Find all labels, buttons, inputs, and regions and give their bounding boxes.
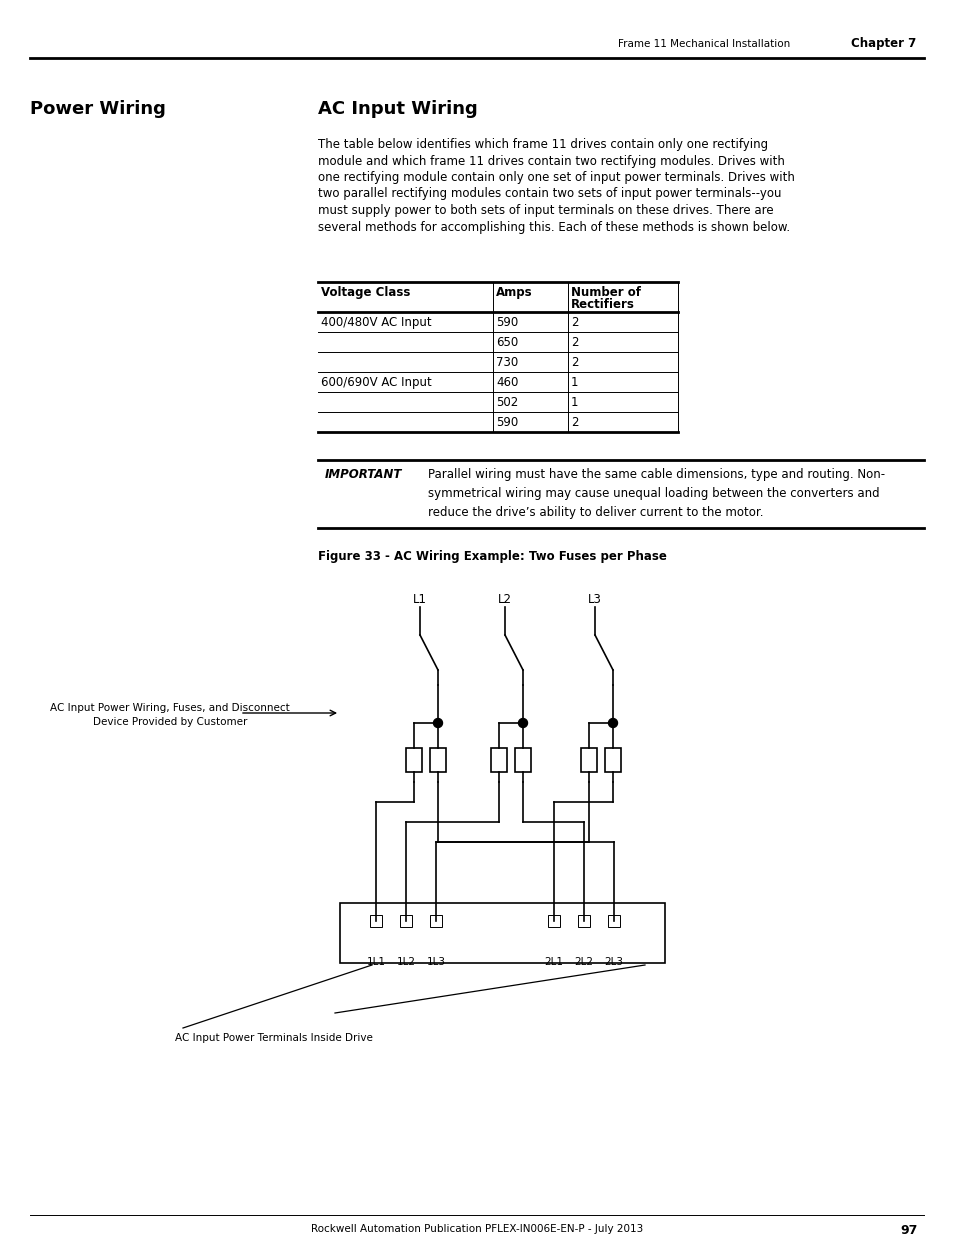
Text: L2: L2 [497, 593, 512, 606]
Bar [370, 915, 381, 927]
Text: Number of: Number of [571, 287, 640, 299]
Bar [399, 915, 412, 927]
Text: AC Input Power Terminals Inside Drive: AC Input Power Terminals Inside Drive [174, 1032, 373, 1044]
Text: 502: 502 [496, 396, 517, 409]
Bar [607, 915, 619, 927]
Text: 1L3: 1L3 [426, 957, 445, 967]
Bar [406, 748, 421, 772]
Text: Parallel wiring must have the same cable dimensions, type and routing. Non-: Parallel wiring must have the same cable… [428, 468, 884, 480]
Text: 2L2: 2L2 [574, 957, 593, 967]
Text: 2: 2 [571, 416, 578, 429]
Text: 590: 590 [496, 316, 517, 329]
Bar [547, 915, 559, 927]
Text: IMPORTANT: IMPORTANT [325, 468, 402, 480]
Bar [515, 748, 531, 772]
Text: Power Wiring: Power Wiring [30, 100, 166, 119]
Text: Amps: Amps [496, 287, 532, 299]
Text: 2: 2 [571, 356, 578, 369]
Text: The table below identifies which frame 11 drives contain only one rectifying: The table below identifies which frame 1… [317, 138, 767, 151]
Text: L3: L3 [587, 593, 601, 606]
Text: 2: 2 [571, 316, 578, 329]
Text: L1: L1 [413, 593, 427, 606]
Text: 650: 650 [496, 336, 517, 350]
Text: one rectifying module contain only one set of input power terminals. Drives with: one rectifying module contain only one s… [317, 170, 794, 184]
Text: 1L1: 1L1 [366, 957, 385, 967]
Text: 460: 460 [496, 375, 517, 389]
Text: Chapter 7: Chapter 7 [850, 37, 915, 51]
Text: 2: 2 [571, 336, 578, 350]
Text: 590: 590 [496, 416, 517, 429]
Text: several methods for accomplishing this. Each of these methods is shown below.: several methods for accomplishing this. … [317, 221, 789, 233]
Text: 1: 1 [571, 375, 578, 389]
Text: Frame 11 Mechanical Installation: Frame 11 Mechanical Installation [618, 40, 789, 49]
Text: Voltage Class: Voltage Class [320, 287, 410, 299]
Bar [578, 915, 589, 927]
Bar [604, 748, 620, 772]
Text: Rectifiers: Rectifiers [571, 298, 634, 311]
Text: 730: 730 [496, 356, 517, 369]
Text: 600/690V AC Input: 600/690V AC Input [320, 375, 432, 389]
Text: 2L3: 2L3 [604, 957, 623, 967]
Bar [430, 748, 446, 772]
Bar [580, 748, 597, 772]
Text: Figure 33 - AC Wiring Example: Two Fuses per Phase: Figure 33 - AC Wiring Example: Two Fuses… [317, 550, 666, 563]
Circle shape [608, 719, 617, 727]
Text: 400/480V AC Input: 400/480V AC Input [320, 316, 431, 329]
Text: AC Input Wiring: AC Input Wiring [317, 100, 477, 119]
Text: reduce the drive’s ability to deliver current to the motor.: reduce the drive’s ability to deliver cu… [428, 506, 762, 519]
Text: module and which frame 11 drives contain two rectifying modules. Drives with: module and which frame 11 drives contain… [317, 154, 784, 168]
Text: 2L1: 2L1 [544, 957, 563, 967]
Circle shape [518, 719, 527, 727]
Bar [491, 748, 506, 772]
Text: 1L2: 1L2 [396, 957, 416, 967]
Text: symmetrical wiring may cause unequal loading between the converters and: symmetrical wiring may cause unequal loa… [428, 487, 879, 500]
Text: must supply power to both sets of input terminals on these drives. There are: must supply power to both sets of input … [317, 204, 773, 217]
Text: Rockwell Automation Publication PFLEX-IN006E-EN-P - July 2013: Rockwell Automation Publication PFLEX-IN… [311, 1224, 642, 1234]
Bar [339, 903, 664, 963]
Text: AC Input Power Wiring, Fuses, and Disconnect: AC Input Power Wiring, Fuses, and Discon… [51, 703, 290, 713]
Text: Device Provided by Customer: Device Provided by Customer [92, 718, 247, 727]
Text: 1: 1 [571, 396, 578, 409]
Text: 97: 97 [900, 1224, 917, 1235]
Circle shape [433, 719, 442, 727]
Text: two parallel rectifying modules contain two sets of input power terminals--you: two parallel rectifying modules contain … [317, 188, 781, 200]
Bar [430, 915, 441, 927]
